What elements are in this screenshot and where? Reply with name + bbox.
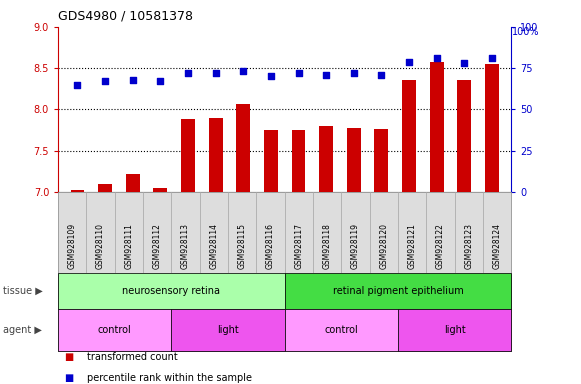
Text: percentile rank within the sample: percentile rank within the sample (87, 373, 252, 383)
Bar (98, 184, 112, 192)
Point (294, 70, 303, 76)
Point (321, 72, 331, 78)
Bar (430, 62, 443, 192)
Text: GSM928113: GSM928113 (181, 223, 190, 269)
Bar (153, 188, 167, 192)
Text: transformed count: transformed count (87, 352, 178, 362)
Text: ■: ■ (64, 373, 73, 383)
Bar (209, 118, 223, 192)
Text: ■: ■ (64, 352, 73, 362)
Point (73, 82, 82, 88)
Text: 100%: 100% (512, 27, 539, 37)
Text: GSM928115: GSM928115 (238, 223, 247, 269)
Text: light: light (217, 325, 239, 335)
Point (349, 70, 358, 76)
Text: retinal pigment epithelium: retinal pigment epithelium (332, 286, 464, 296)
Text: GSM928122: GSM928122 (436, 223, 445, 269)
Point (266, 73, 275, 79)
Text: control: control (324, 325, 358, 335)
Text: agent ▶: agent ▶ (3, 325, 42, 335)
Bar (375, 129, 388, 192)
Text: GSM928120: GSM928120 (379, 223, 388, 269)
Bar (126, 174, 139, 192)
Text: GSM928121: GSM928121 (408, 223, 417, 269)
Text: GSM928109: GSM928109 (68, 223, 77, 269)
Point (487, 55, 497, 61)
Text: GSM928112: GSM928112 (153, 223, 162, 269)
Point (460, 60, 469, 66)
Text: light: light (444, 325, 465, 335)
Point (156, 78, 165, 84)
Point (184, 70, 193, 76)
Bar (347, 127, 361, 192)
Text: GSM928123: GSM928123 (464, 223, 474, 269)
Point (128, 77, 137, 83)
Text: GSM928119: GSM928119 (351, 223, 360, 269)
Bar (264, 130, 278, 192)
Bar (319, 126, 333, 192)
Bar (457, 80, 471, 192)
Point (404, 58, 414, 65)
Point (211, 70, 220, 76)
Point (101, 78, 110, 84)
Text: GSM928124: GSM928124 (493, 223, 501, 269)
Bar (236, 104, 250, 192)
Bar (292, 130, 306, 192)
Point (432, 55, 442, 61)
Text: GSM928110: GSM928110 (96, 223, 105, 269)
Point (376, 72, 386, 78)
Bar (70, 190, 84, 192)
Text: GSM928111: GSM928111 (124, 223, 134, 269)
Text: neurosensory retina: neurosensory retina (123, 286, 220, 296)
Text: tissue ▶: tissue ▶ (3, 286, 42, 296)
Bar (181, 119, 195, 192)
Bar (485, 64, 499, 192)
Text: control: control (98, 325, 132, 335)
Text: GDS4980 / 10581378: GDS4980 / 10581378 (58, 10, 193, 23)
Bar (402, 80, 416, 192)
Text: GSM928118: GSM928118 (322, 223, 332, 269)
Text: GSM928114: GSM928114 (209, 223, 218, 269)
Point (239, 68, 248, 74)
Text: GSM928117: GSM928117 (295, 223, 303, 269)
Text: GSM928116: GSM928116 (266, 223, 275, 269)
